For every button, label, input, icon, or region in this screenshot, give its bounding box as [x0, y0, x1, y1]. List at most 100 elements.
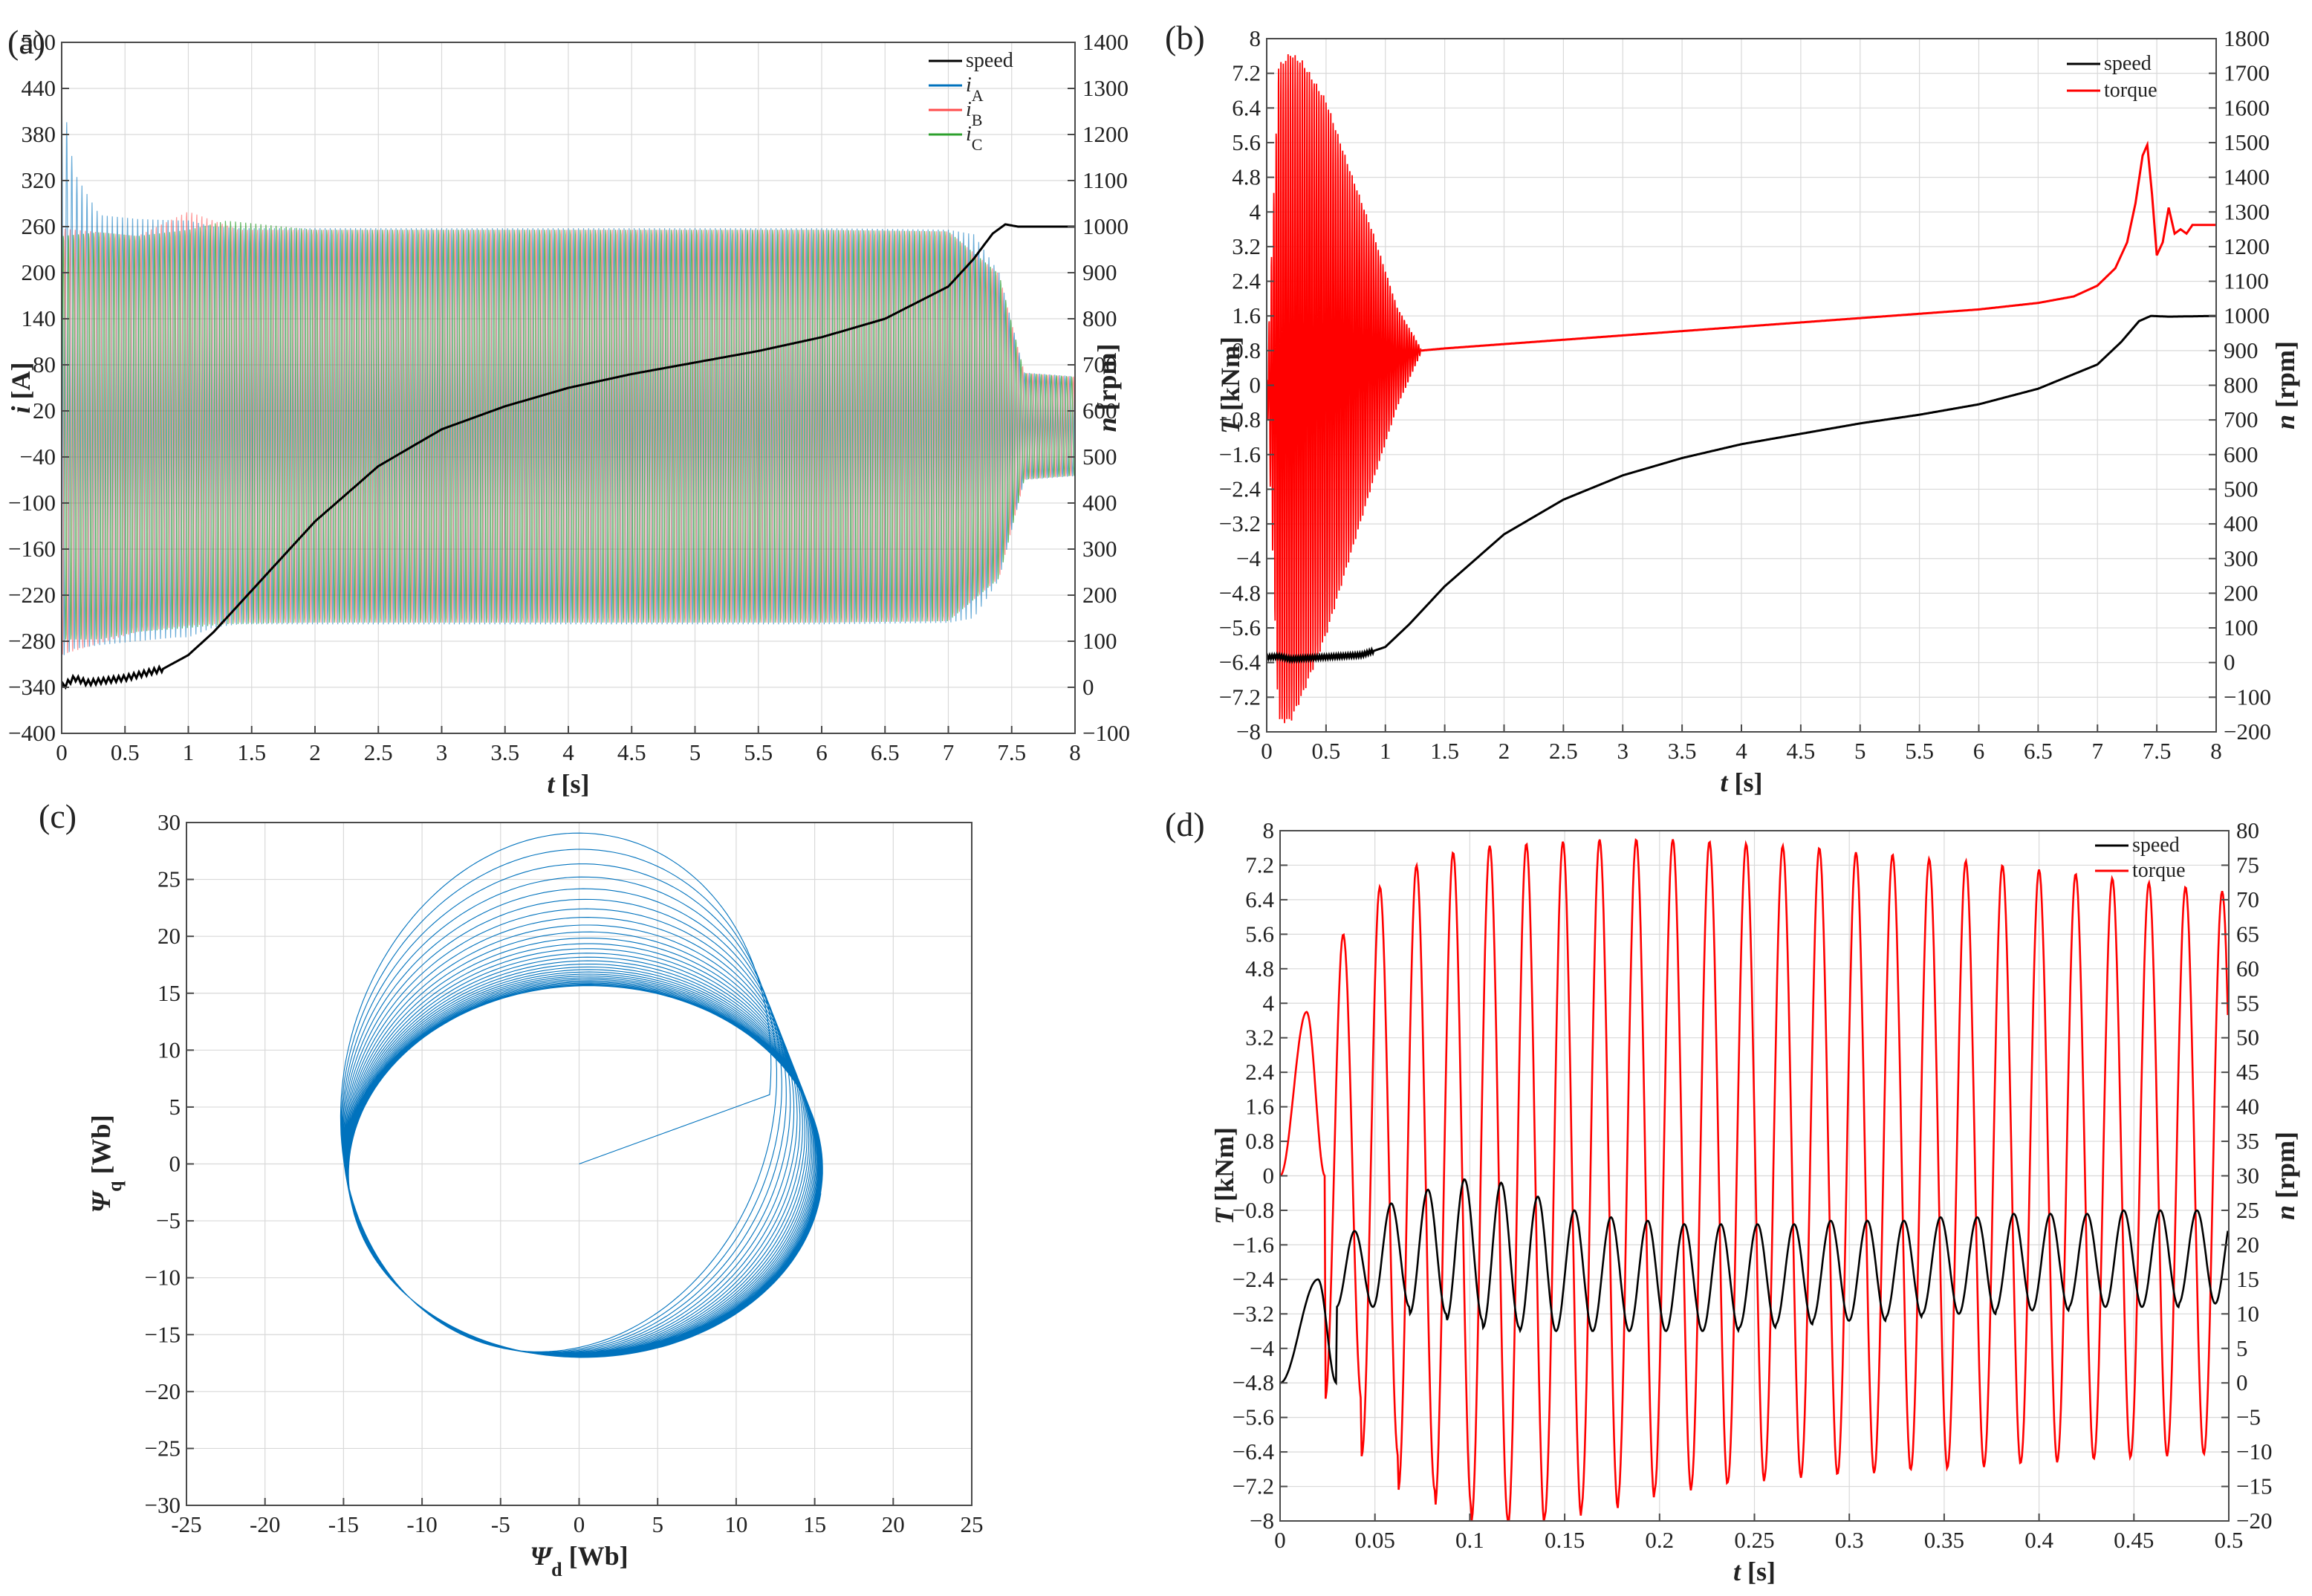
panel-label: (a) — [7, 23, 45, 61]
series-line-torque — [1280, 838, 2229, 1521]
y2-tick-label: 0 — [1082, 674, 1094, 700]
legend-entry: speed — [2132, 834, 2180, 857]
x-tick-label: 0.2 — [1645, 1527, 1674, 1553]
y-tick-label: 3.2 — [1245, 1025, 1274, 1051]
y-tick-label: −10 — [145, 1265, 181, 1291]
y-tick-label: −160 — [8, 536, 56, 562]
x-tick-label: 4 — [1735, 738, 1747, 764]
y-tick-label: −8 — [1250, 1508, 1274, 1534]
series-line-torque — [1420, 140, 2216, 352]
y2-tick-label: 40 — [2236, 1094, 2259, 1120]
y-tick-label: −280 — [8, 628, 56, 654]
y2-tick-label: 200 — [2224, 580, 2259, 606]
y-tick-label: 80 — [33, 351, 56, 377]
x-tick-label: 0.15 — [1545, 1527, 1585, 1553]
y-tick-label: 7.2 — [1245, 851, 1274, 878]
y-tick-label: 6.4 — [1245, 886, 1274, 912]
y-tick-label: 0.8 — [1232, 337, 1261, 363]
y-tick-label: −1.6 — [1233, 1231, 1274, 1257]
y-tick-label: 260 — [22, 213, 56, 239]
series-line-speed — [1267, 314, 2216, 664]
x-axis-title: t [s] — [1733, 1557, 1776, 1586]
x-axis-title: Ψd [Wb] — [530, 1541, 628, 1580]
y2-tick-label: 400 — [1082, 490, 1117, 516]
y-tick-label: −8 — [1236, 718, 1261, 745]
series-line-iC-envelope — [62, 221, 1075, 640]
x-tick-label: 15 — [803, 1511, 826, 1537]
y-tick-label: 4.8 — [1245, 956, 1274, 982]
y2-tick-label: 25 — [2236, 1197, 2259, 1223]
x-tick-label: 3.5 — [1668, 738, 1697, 764]
panel-label: (c) — [39, 797, 77, 835]
y-tick-label: −340 — [8, 674, 56, 700]
y-tick-label: −3.2 — [1233, 1300, 1274, 1326]
x-tick-label: 0 — [56, 739, 68, 765]
x-tick-label: 1.5 — [1430, 738, 1459, 764]
y2-tick-label: 55 — [2236, 990, 2259, 1016]
y-tick-label: 0 — [1250, 372, 1261, 398]
plot-area — [1267, 53, 2216, 724]
legend-entry: iB — [966, 98, 982, 129]
legend-entry: torque — [2132, 859, 2186, 882]
y2-tick-label: 900 — [2224, 337, 2259, 363]
x-tick-label: -15 — [328, 1511, 359, 1537]
y2-tick-label: 0 — [2236, 1369, 2248, 1395]
x-tick-label: 0.35 — [1924, 1527, 1964, 1553]
x-tick-label: 4 — [562, 739, 574, 765]
x-tick-label: -25 — [171, 1511, 201, 1537]
y2-tick-label: 1400 — [2224, 164, 2270, 190]
x-axis-title: t [s] — [547, 769, 589, 799]
y-tick-label: 4 — [1250, 198, 1261, 224]
y2-tick-label: 65 — [2236, 921, 2259, 947]
y-tick-label: 380 — [22, 121, 56, 147]
x-tick-label: 7.5 — [997, 739, 1026, 765]
y2-tick-label: 70 — [2236, 886, 2259, 912]
legend-entry: torque — [2104, 79, 2157, 102]
y2-tick-label: 1100 — [2224, 268, 2269, 294]
x-tick-label: 4.5 — [1787, 738, 1816, 764]
legend-entry: iC — [966, 123, 982, 154]
x-axis-title: t [s] — [1720, 768, 1762, 797]
y-tick-label: −15 — [145, 1321, 181, 1347]
x-tick-label: 25 — [961, 1511, 984, 1537]
x-tick-label: 2 — [309, 739, 321, 765]
y2-tick-label: 60 — [2236, 956, 2259, 982]
x-tick-label: 3.5 — [490, 739, 519, 765]
x-tick-label: 1.5 — [237, 739, 266, 765]
y-tick-label: −4 — [1236, 545, 1261, 571]
y2-tick-label: 1000 — [2224, 302, 2270, 328]
x-tick-label: 0.5 — [2215, 1527, 2244, 1553]
y2-axis-title: n [rpm] — [1092, 344, 1122, 432]
y-tick-label: 5.6 — [1245, 921, 1274, 947]
x-tick-label: -5 — [491, 1511, 510, 1537]
y-tick-label: −2.4 — [1233, 1266, 1275, 1292]
y2-axis-title: n [rpm] — [2270, 1132, 2300, 1220]
y-tick-label: −3.2 — [1219, 510, 1261, 536]
y2-tick-label: 1700 — [2224, 60, 2270, 86]
x-tick-label: -10 — [406, 1511, 437, 1537]
x-tick-label: 0.4 — [2024, 1527, 2053, 1553]
y-tick-label: 500 — [22, 29, 56, 55]
y-tick-label: −25 — [145, 1435, 181, 1461]
y-tick-label: 7.2 — [1232, 60, 1261, 86]
y-tick-label: 20 — [158, 923, 181, 949]
legend-entry: speed — [966, 49, 1013, 72]
x-tick-label: 5 — [1854, 738, 1866, 764]
x-tick-label: 1 — [183, 739, 195, 765]
series-line-torque-oscillation — [1267, 53, 1422, 724]
y2-tick-label: 1400 — [1082, 29, 1129, 55]
y-tick-label: −7.2 — [1219, 684, 1261, 710]
y2-tick-label: 1100 — [1082, 167, 1128, 193]
y2-tick-label: −100 — [1082, 720, 1130, 746]
y-tick-label: 200 — [22, 259, 56, 285]
y-tick-label: 4.8 — [1232, 164, 1261, 190]
x-tick-label: 6 — [1973, 738, 1985, 764]
y2-tick-label: 100 — [1082, 628, 1117, 654]
y2-tick-label: 700 — [1082, 351, 1117, 377]
y-tick-label: −100 — [8, 490, 56, 516]
x-tick-label: 10 — [724, 1511, 747, 1537]
y2-tick-label: 1500 — [2224, 129, 2270, 155]
x-tick-label: 0.5 — [111, 739, 140, 765]
y2-tick-label: −100 — [2224, 684, 2271, 710]
